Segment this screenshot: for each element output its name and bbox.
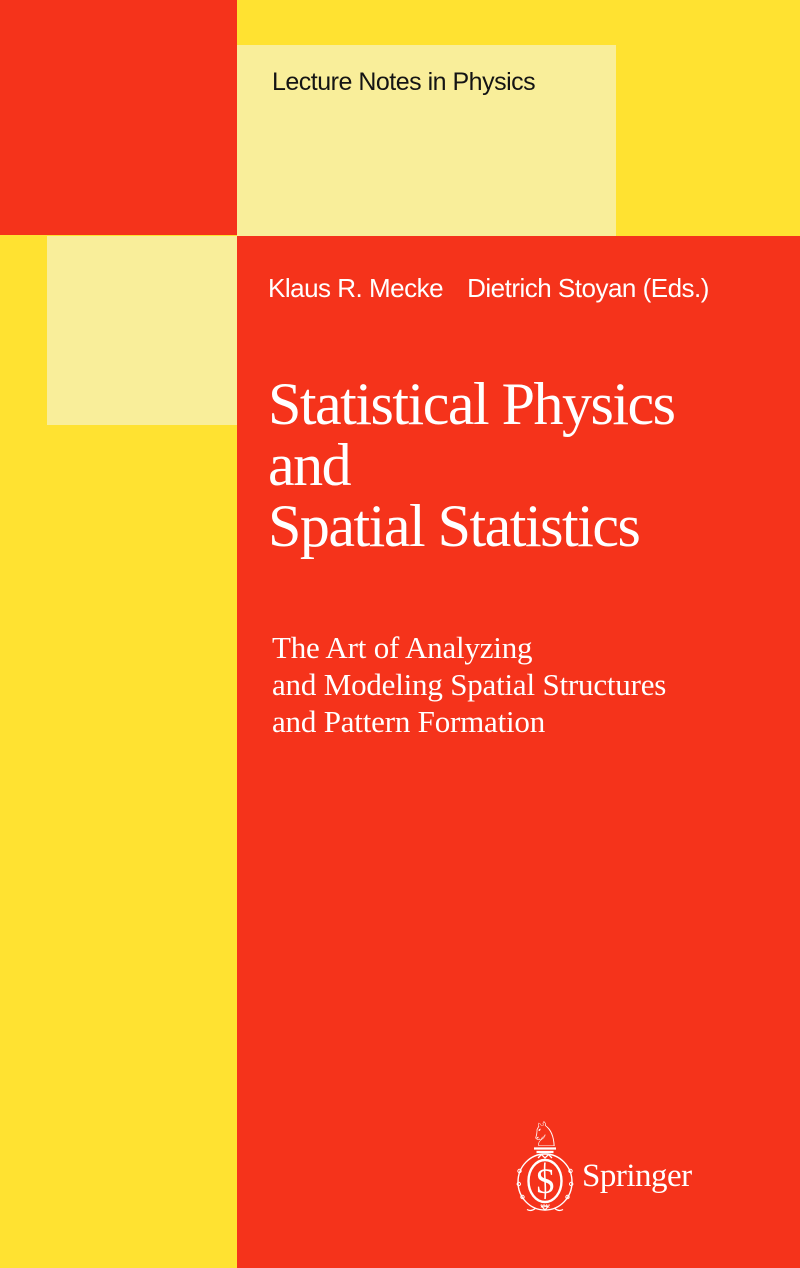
publisher-name: Springer [582,1158,692,1194]
seal-bottom-flourish [526,1205,564,1212]
book-subtitle: The Art of Analyzing and Modeling Spatia… [272,629,666,740]
seal-scroll [520,1194,525,1200]
authors-line: Klaus R. Mecke Dietrich Stoyan (Eds.) [268,273,709,304]
seal-scroll [565,1194,570,1200]
series-title: Lecture Notes in Physics [272,68,536,96]
springer-seal-icon: ♘ S 1842 [516,1118,574,1212]
book-title: Statistical Physics and Spatial Statisti… [268,371,676,559]
seal-pedestal [534,1147,556,1154]
subtitle-line-3: and Pattern Formation [272,704,546,739]
seal-year: 1842 [540,1205,551,1210]
author-name-2: Dietrich Stoyan (Eds.) [467,273,709,303]
seal-scroll [517,1168,522,1174]
subtitle-line-2: and Modeling Spatial Structures [272,667,667,702]
seal-scroll [568,1168,573,1174]
title-line-2: and [268,432,352,498]
subtitle-line-1: The Art of Analyzing [272,630,533,665]
seal-scroll [516,1181,521,1187]
author-name-1: Klaus R. Mecke [268,273,444,303]
series-banner: Lecture Notes in Physics [237,45,616,236]
top-right-yellow-block [616,0,800,236]
seal-monogram-stroke [543,1162,547,1200]
seal-scroll [569,1181,574,1187]
seal-crown-ornament [537,1153,553,1159]
pale-yellow-square [47,236,237,425]
seal-inner-oval [527,1158,563,1204]
title-line-1: Statistical Physics [268,371,676,437]
title-line-3: Spatial Statistics [268,493,641,559]
